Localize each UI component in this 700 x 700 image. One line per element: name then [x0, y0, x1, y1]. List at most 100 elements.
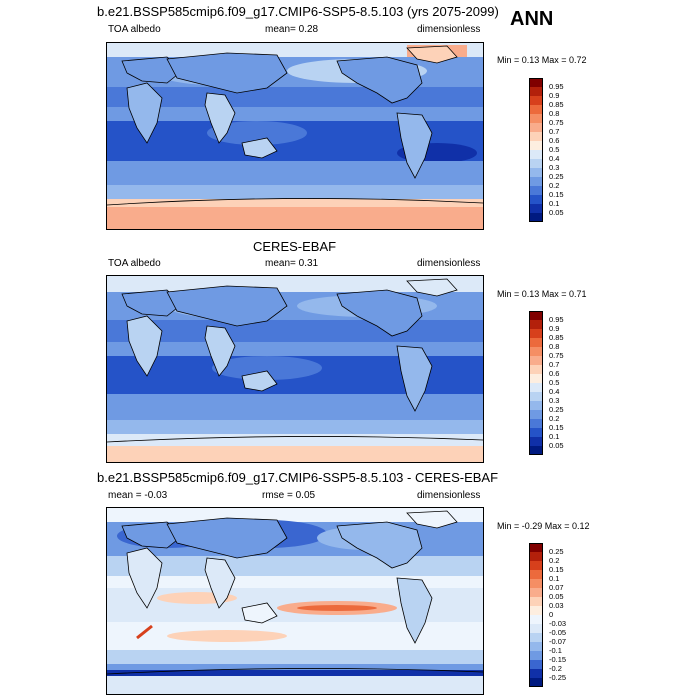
colorbar-cell — [529, 624, 543, 633]
panel2-units: dimensionless — [417, 258, 481, 269]
colorbar-label: -0.07 — [549, 637, 567, 646]
colorbar-label: 0.6 — [549, 369, 560, 378]
colorbar-label: 0.8 — [549, 342, 560, 351]
panel3-title: b.e21.BSSP585cmip6.f09_g17.CMIP6-SSP5-8.… — [97, 470, 499, 485]
colorbar-cell — [529, 651, 543, 660]
panel1-variable: TOA albedo — [108, 24, 161, 35]
panel3-map — [106, 507, 484, 695]
colorbar-cell — [529, 87, 543, 96]
colorbar-cell — [529, 669, 543, 678]
panel2-colorbar: 0.95 0.9 0.85 0.8 0.75 0.7 0.6 0.5 0.4 0… — [529, 311, 589, 461]
colorbar-label: -0.1 — [549, 646, 562, 655]
colorbar-label: 0.3 — [549, 396, 560, 405]
colorbar-cell — [529, 347, 543, 356]
colorbar-label: 0.9 — [549, 324, 560, 333]
colorbar-cell — [529, 311, 543, 320]
colorbar-cell — [529, 561, 543, 570]
colorbar-label: 0.2 — [549, 181, 560, 190]
colorbar-cell — [529, 329, 543, 338]
panel1-map-field — [107, 43, 483, 229]
panel1-units: dimensionless — [417, 24, 481, 35]
colorbar-label: 0.5 — [549, 378, 560, 387]
colorbar-label: 0.25 — [549, 405, 564, 414]
colorbar-cell — [529, 383, 543, 392]
colorbar-label: 0.05 — [549, 592, 564, 601]
colorbar-cell — [529, 213, 543, 222]
colorbar-label: 0.1 — [549, 199, 560, 208]
colorbar-label: 0.8 — [549, 109, 560, 118]
colorbar-cell — [529, 597, 543, 606]
colorbar-label: 0.7 — [549, 360, 560, 369]
colorbar-label: 0.9 — [549, 91, 560, 100]
colorbar-cell — [529, 204, 543, 213]
season-label: ANN — [510, 8, 554, 30]
colorbar-cell — [529, 678, 543, 687]
colorbar-cell — [529, 338, 543, 347]
colorbar-cell — [529, 437, 543, 446]
panel2-variable: TOA albedo — [108, 258, 161, 269]
colorbar-label: 0.75 — [549, 118, 564, 127]
panel3-mean: mean = -0.03 — [108, 490, 168, 501]
colorbar-label: -0.2 — [549, 664, 562, 673]
colorbar-cell — [529, 660, 543, 669]
colorbar-cell — [529, 195, 543, 204]
colorbar-cell — [529, 588, 543, 597]
colorbar-cell — [529, 410, 543, 419]
colorbar-label: 0.6 — [549, 136, 560, 145]
colorbar-label: 0.4 — [549, 154, 560, 163]
colorbar-cell — [529, 132, 543, 141]
colorbar-cell — [529, 123, 543, 132]
colorbar-label: -0.25 — [549, 673, 567, 682]
colorbar-cell — [529, 186, 543, 195]
colorbar-label: 0.1 — [549, 432, 560, 441]
colorbar-cell — [529, 356, 543, 365]
colorbar-cell — [529, 141, 543, 150]
colorbar-label: 0 — [549, 610, 554, 619]
panel2-title: CERES-EBAF — [253, 239, 337, 254]
colorbar-cell — [529, 365, 543, 374]
colorbar-label: 0.4 — [549, 387, 560, 396]
colorbar-label: 0.85 — [549, 333, 564, 342]
colorbar-label: 0.1 — [549, 574, 560, 583]
colorbar-cell — [529, 446, 543, 455]
panel1-minmax: Min = 0.13 Max = 0.72 — [497, 55, 587, 65]
panel3-rmse: rmse = 0.05 — [262, 490, 316, 501]
panel1-mean: mean= 0.28 — [265, 24, 319, 35]
colorbar-cell — [529, 96, 543, 105]
panel3-colorbar: 0.25 0.2 0.15 0.1 0.07 0.05 0.03 0 -0.03… — [529, 543, 589, 693]
colorbar-label: 0.15 — [549, 190, 564, 199]
colorbar-cell — [529, 642, 543, 651]
colorbar-cell — [529, 428, 543, 437]
colorbar-cell — [529, 543, 543, 552]
colorbar-cell — [529, 570, 543, 579]
colorbar-cell — [529, 401, 543, 410]
colorbar-cell — [529, 552, 543, 561]
colorbar-label: 0.2 — [549, 556, 560, 565]
panel3-minmax: Min = -0.29 Max = 0.12 — [497, 521, 590, 531]
colorbar-cell — [529, 320, 543, 329]
colorbar-cell — [529, 177, 543, 186]
panel1-title: b.e21.BSSP585cmip6.f09_g17.CMIP6-SSP5-8.… — [97, 4, 499, 19]
panel2-minmax: Min = 0.13 Max = 0.71 — [497, 289, 587, 299]
colorbar-label: -0.15 — [549, 655, 567, 664]
colorbar-cell — [529, 114, 543, 123]
colorbar-label: 0.95 — [549, 82, 564, 91]
colorbar-label: 0.3 — [549, 163, 560, 172]
colorbar-label: -0.03 — [549, 619, 567, 628]
colorbar-cell — [529, 168, 543, 177]
panel1-map — [106, 42, 484, 230]
colorbar-cell — [529, 419, 543, 428]
colorbar-label: 0.15 — [549, 423, 564, 432]
colorbar-cell — [529, 159, 543, 168]
colorbar-cell — [529, 374, 543, 383]
panel2-mean: mean= 0.31 — [265, 258, 319, 269]
colorbar-label: 0.15 — [549, 565, 564, 574]
panel3-units: dimensionless — [417, 490, 481, 501]
colorbar-cell — [529, 615, 543, 624]
colorbar-label: 0.25 — [549, 172, 564, 181]
colorbar-label: 0.07 — [549, 583, 564, 592]
colorbar-cell — [529, 78, 543, 87]
colorbar-cell — [529, 392, 543, 401]
panel2-map — [106, 275, 484, 463]
colorbar-label: 0.95 — [549, 315, 564, 324]
